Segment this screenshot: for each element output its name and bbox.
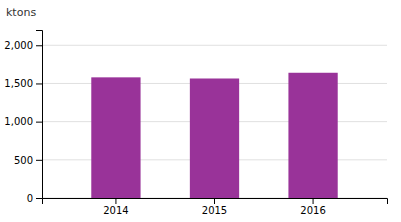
y-tick-label: 2,000 [4, 40, 33, 51]
chart-container: 0 500 1,000 1,500 2,000 2014 2015 2016 ktons [0, 0, 401, 222]
y-tick-label: 500 [14, 155, 33, 166]
x-tick-label: 2014 [103, 205, 128, 216]
x-tick-label: 2016 [300, 205, 325, 216]
x-tick: 2015 [202, 198, 227, 216]
y-tick: 1,000 [4, 116, 42, 127]
y-tick-mark [36, 198, 42, 199]
y-tick: 2,000 [4, 40, 42, 51]
grid-line [42, 45, 387, 46]
y-tick-mark [36, 122, 42, 123]
y-tick-label: 1,500 [4, 78, 33, 89]
y-axis-label: ktons [6, 6, 36, 19]
x-tick: 2014 [103, 198, 128, 216]
x-tick: 2016 [300, 198, 325, 216]
y-tick-mark [36, 45, 42, 46]
bar [91, 77, 140, 198]
y-tick: 500 [14, 155, 42, 166]
bars [91, 73, 337, 198]
y-tick: 1,500 [4, 78, 42, 89]
plot-area: 0 500 1,000 1,500 2,000 2014 2015 2016 [4, 31, 387, 217]
y-axis: 0 500 1,000 1,500 2,000 [4, 31, 42, 204]
bar [190, 78, 239, 198]
grid [42, 45, 387, 198]
x-axis-line [43, 199, 388, 205]
x-tick-mark [214, 198, 215, 204]
y-tick-mark [36, 83, 42, 84]
x-tick-label: 2015 [202, 205, 227, 216]
chart-svg: 0 500 1,000 1,500 2,000 2014 2015 2016 ktons [0, 0, 401, 222]
y-tick-mark [36, 160, 42, 161]
x-tick-mark [115, 198, 116, 204]
y-axis-line [36, 31, 43, 199]
bar [288, 73, 337, 198]
y-tick-label: 1,000 [4, 116, 33, 127]
y-tick: 0 [27, 193, 42, 204]
x-axis: 2014 2015 2016 [43, 198, 388, 216]
x-tick-mark [313, 198, 314, 204]
y-tick-label: 0 [27, 193, 33, 204]
